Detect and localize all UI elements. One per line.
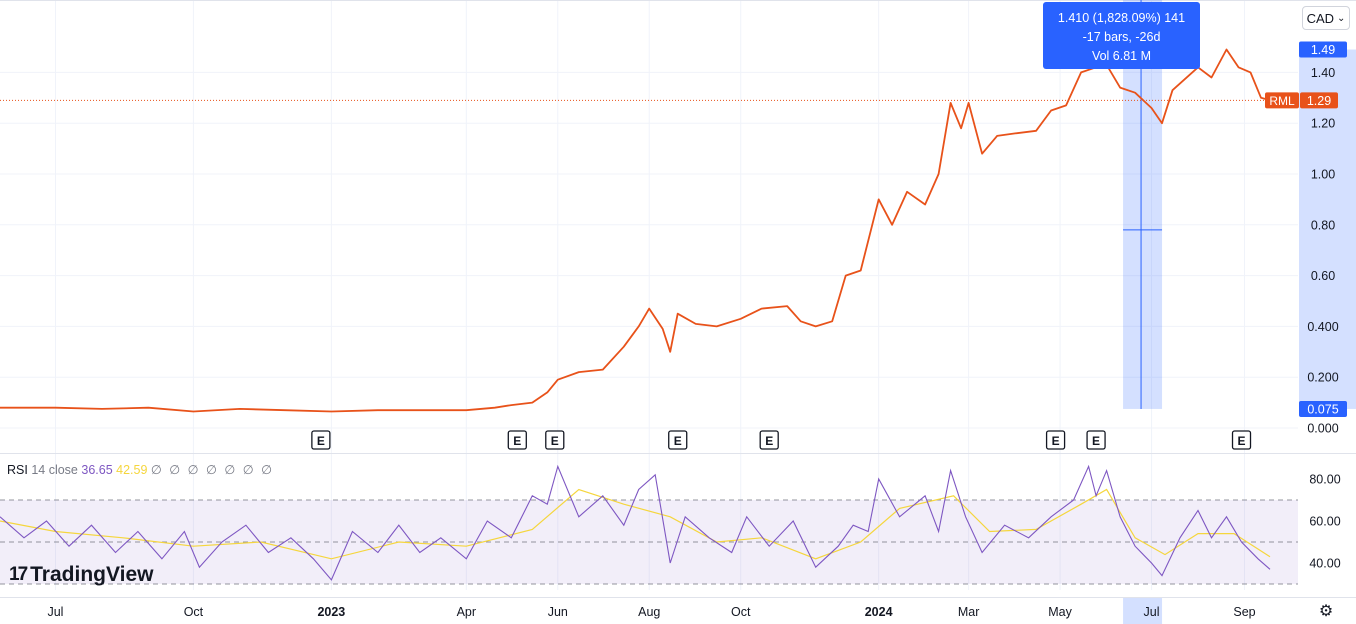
earnings-marker-box — [1045, 430, 1066, 450]
rsi-tick-label: 60.00 — [1309, 515, 1340, 529]
currency-select[interactable]: CAD ⌄ — [1302, 6, 1350, 30]
price-tick-label: 0.80 — [1311, 218, 1335, 232]
last-price-badge — [1300, 92, 1338, 109]
earnings-marker[interactable]: E — [1231, 430, 1252, 450]
tradingview-logo-icon: 17 — [9, 564, 28, 585]
earnings-marker-label: E — [317, 434, 325, 448]
rsi-value: 36.65 — [81, 463, 113, 477]
earnings-marker[interactable]: E — [759, 430, 779, 450]
earnings-marker-box — [311, 430, 331, 450]
time-tick-label: Oct — [731, 605, 751, 619]
time-tick-label: Mar — [958, 605, 980, 619]
rsi-band-background — [0, 499, 1298, 585]
time-tick-label: Jul — [47, 605, 63, 619]
price-tick-label: 0.200 — [1307, 371, 1338, 385]
time-tick-label: Oct — [184, 605, 204, 619]
grid — [0, 0, 1356, 598]
tooltip-change: 1.410 (1,828.09%) 141 — [1057, 11, 1186, 25]
price-tick-label: 0.000 — [1307, 422, 1338, 436]
rsi-name: RSI — [7, 463, 28, 477]
earnings-marker[interactable]: E — [507, 430, 527, 450]
rsi-axis[interactable]: 40.00 60.00 80.00 — [1309, 473, 1340, 571]
time-range-highlight — [1123, 598, 1163, 624]
earnings-marker-box — [507, 430, 527, 450]
price-tick-label: 1.20 — [1311, 117, 1335, 131]
price-tick-label: 1.00 — [1311, 168, 1335, 182]
earnings-marker[interactable]: E — [1086, 430, 1106, 450]
axis-range-highlight — [1299, 49, 1356, 409]
rsi-legend[interactable]: RSI 14 close 36.65 42.59 ∅ ∅ ∅ ∅ ∅ ∅ ∅ — [7, 462, 274, 477]
tooltip-volume: Vol 6.81 M — [1091, 49, 1152, 63]
time-tick-label: Jul — [1144, 605, 1160, 619]
symbol-badge — [1265, 92, 1299, 109]
earnings-marker-label: E — [551, 434, 559, 448]
rsi-ma-value: 42.59 — [116, 463, 148, 477]
time-tick-label: 2023 — [317, 605, 345, 619]
price-line — [0, 48, 1271, 413]
earnings-marker-label: E — [513, 434, 521, 448]
earnings-marker-label: E — [1052, 434, 1060, 448]
earnings-marker-label: E — [1092, 434, 1100, 448]
earnings-marker[interactable]: E — [545, 430, 565, 450]
rsi-tick-label: 40.00 — [1309, 557, 1340, 571]
rsi-extra-values: ∅ ∅ ∅ ∅ ∅ ∅ ∅ — [150, 463, 274, 477]
range-low-badge — [1299, 400, 1347, 417]
earnings-marker-label: E — [674, 434, 682, 448]
earnings-marker-box — [1231, 430, 1252, 450]
gear-icon[interactable]: ⚙ — [1318, 603, 1334, 620]
rsi-tick-label: 80.00 — [1309, 473, 1340, 487]
symbol-label: RML — [1269, 94, 1295, 108]
price-tick-label: 1.40 — [1311, 66, 1335, 80]
price-axis[interactable]: 0.000 0.200 0.400 0.60 0.80 1.00 1.20 1.40 1.49 0… — [1265, 41, 1347, 436]
rsi-series — [0, 464, 1271, 581]
price-tick-label: 0.400 — [1307, 320, 1338, 334]
rsi-params: 14 close — [31, 463, 78, 477]
price-tick-label: 0.60 — [1311, 269, 1335, 283]
earnings-marker-label: E — [1238, 434, 1246, 448]
tradingview-logo[interactable]: 17 TradingView — [9, 563, 153, 587]
measure-tooltip: 1.410 (1,828.09%) 141 -17 bars, -26d Vol… — [1043, 2, 1200, 69]
time-tick-label: 2024 — [865, 605, 893, 619]
price-series — [0, 48, 1271, 413]
range-high-badge — [1299, 41, 1347, 58]
chevron-down-icon: ⌄ — [1337, 12, 1346, 24]
range-high-label: 1.49 — [1311, 43, 1335, 57]
time-tick-label: May — [1048, 605, 1072, 619]
currency-label: CAD — [1306, 10, 1335, 26]
earnings-marker-box — [759, 430, 779, 450]
time-tick-label: Jun — [548, 605, 568, 619]
last-price-label: 1.29 — [1307, 94, 1331, 108]
time-axis[interactable]: Jul Oct 2023 Apr Jun Aug Oct 2024 Mar May Jul Sep — [47, 605, 1255, 619]
logo-text: TradingView — [30, 563, 154, 586]
rsi-ma-line — [0, 488, 1271, 560]
time-tick-label: Aug — [638, 605, 660, 619]
earnings-marker-box — [545, 430, 565, 450]
earnings-marker-box — [1086, 430, 1106, 450]
earnings-marker[interactable]: E — [668, 430, 688, 450]
earnings-marker-box — [668, 430, 688, 450]
rsi-line — [0, 464, 1271, 581]
earnings-marker[interactable]: E — [311, 430, 331, 450]
time-tick-label: Sep — [1233, 605, 1255, 619]
earnings-marker-label: E — [765, 434, 773, 448]
time-tick-label: Apr — [457, 605, 476, 619]
earnings-marker[interactable]: E — [1045, 430, 1066, 450]
tooltip-bars: -17 bars, -26d — [1082, 30, 1161, 44]
range-low-label: 0.075 — [1307, 402, 1338, 416]
